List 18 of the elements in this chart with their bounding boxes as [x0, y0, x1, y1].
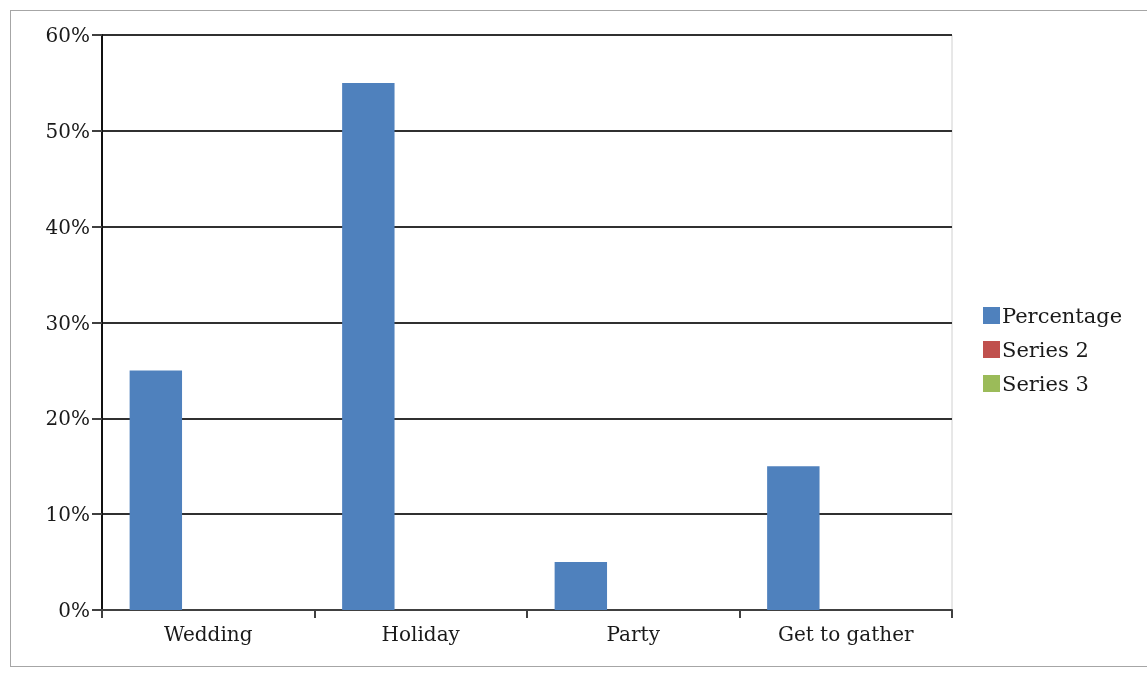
y-tick-label: 20%: [45, 406, 90, 431]
y-tick-label: 50%: [45, 118, 90, 143]
y-tick-label: 40%: [45, 214, 90, 239]
legend-label: Series 2: [1002, 337, 1089, 362]
bar: [342, 82, 395, 610]
legend-label: Percentage: [1002, 303, 1123, 328]
y-tick-label: 30%: [45, 310, 90, 335]
bar: [767, 466, 820, 610]
y-tick-label: 0%: [58, 598, 90, 622]
x-tick-label: Wedding: [164, 622, 253, 646]
y-tick-label: 60%: [45, 23, 90, 47]
y-tick-label: 10%: [45, 502, 90, 527]
bar: [129, 370, 183, 610]
x-tick-label: Party: [606, 622, 661, 646]
x-tick-label: Get to gather: [777, 622, 915, 646]
bar: [554, 562, 608, 610]
x-tick-label: Holiday: [381, 622, 461, 646]
legend-label: Series 3: [1002, 371, 1089, 396]
